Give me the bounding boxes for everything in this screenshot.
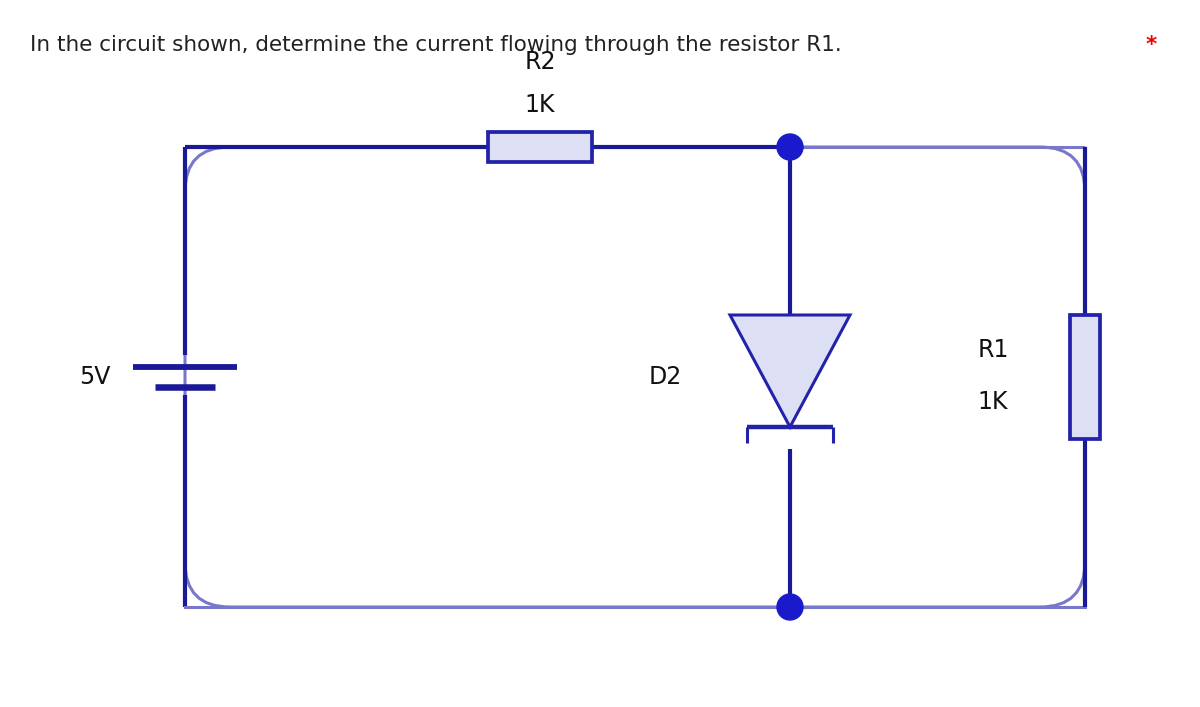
Text: *: * (1146, 35, 1157, 54)
Circle shape (778, 134, 803, 160)
Bar (488, 132, 592, 162)
Text: 5V: 5V (79, 365, 110, 389)
Circle shape (778, 594, 803, 620)
Polygon shape (730, 315, 850, 427)
Text: In the circuit shown, determine the current flowing through the resistor R1.: In the circuit shown, determine the curr… (30, 35, 856, 54)
Text: R1: R1 (977, 338, 1009, 362)
Text: 1K: 1K (524, 93, 556, 117)
Text: 1K: 1K (978, 390, 1008, 414)
Bar (1070, 315, 1100, 439)
Text: D2: D2 (648, 365, 682, 389)
Text: R2: R2 (524, 50, 556, 74)
